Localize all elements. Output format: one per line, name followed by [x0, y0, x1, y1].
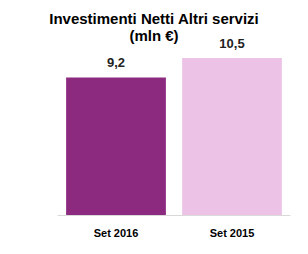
svg-text:(mln €): (mln €) — [129, 27, 178, 44]
svg-text:Set 2015: Set 2015 — [210, 227, 255, 239]
svg-text:10,5: 10,5 — [219, 36, 244, 51]
svg-text:Investimenti Netti Altri servi: Investimenti Netti Altri servizi — [49, 10, 259, 27]
svg-text:9,2: 9,2 — [107, 55, 125, 70]
svg-text:Set 2016: Set 2016 — [94, 227, 139, 239]
